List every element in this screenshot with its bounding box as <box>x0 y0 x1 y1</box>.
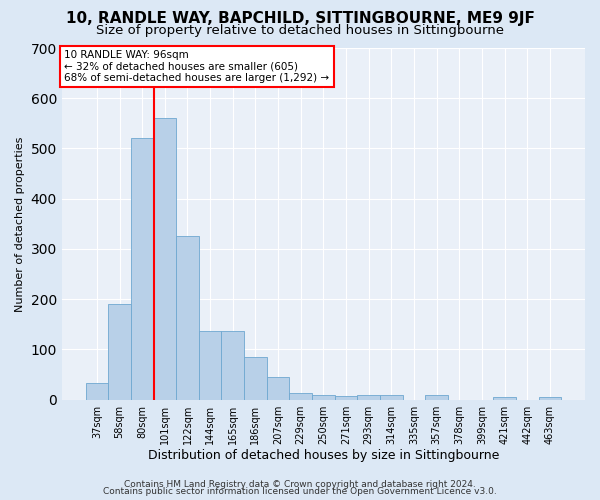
Bar <box>425 394 448 400</box>
Text: Size of property relative to detached houses in Sittingbourne: Size of property relative to detached ho… <box>96 24 504 37</box>
Bar <box>312 394 335 400</box>
Y-axis label: Number of detached properties: Number of detached properties <box>15 136 25 312</box>
Bar <box>267 376 289 400</box>
Bar <box>221 331 244 400</box>
Bar <box>86 383 108 400</box>
Bar <box>358 394 380 400</box>
Bar <box>289 393 312 400</box>
Text: 10 RANDLE WAY: 96sqm
← 32% of detached houses are smaller (605)
68% of semi-deta: 10 RANDLE WAY: 96sqm ← 32% of detached h… <box>64 50 329 83</box>
Bar <box>108 304 131 400</box>
Bar <box>199 331 221 400</box>
Bar <box>244 357 267 400</box>
Text: 10, RANDLE WAY, BAPCHILD, SITTINGBOURNE, ME9 9JF: 10, RANDLE WAY, BAPCHILD, SITTINGBOURNE,… <box>65 11 535 26</box>
Text: Contains HM Land Registry data © Crown copyright and database right 2024.: Contains HM Land Registry data © Crown c… <box>124 480 476 489</box>
Bar <box>154 118 176 400</box>
Bar <box>176 236 199 400</box>
Bar <box>493 397 516 400</box>
Bar <box>380 394 403 400</box>
Bar <box>335 396 358 400</box>
Bar <box>539 396 561 400</box>
Bar <box>131 138 154 400</box>
Text: Contains public sector information licensed under the Open Government Licence v3: Contains public sector information licen… <box>103 487 497 496</box>
X-axis label: Distribution of detached houses by size in Sittingbourne: Distribution of detached houses by size … <box>148 450 499 462</box>
